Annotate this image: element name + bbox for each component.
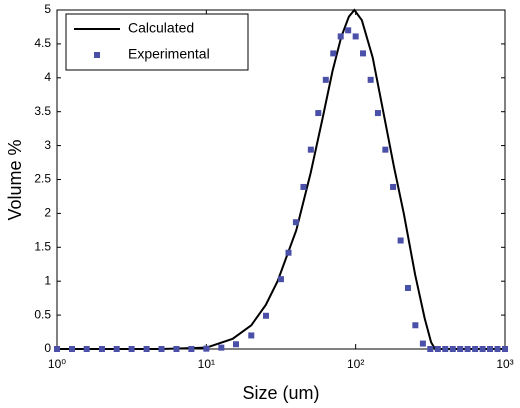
data-point	[487, 346, 494, 352]
data-point	[300, 183, 307, 190]
y-tick-label: 1.5	[34, 239, 51, 253]
y-tick-label: 0.5	[34, 307, 51, 321]
data-point	[412, 322, 419, 329]
data-point	[248, 332, 255, 339]
data-point	[457, 346, 464, 352]
data-point	[337, 33, 344, 40]
data-point	[472, 346, 479, 352]
y-tick-label: 3	[44, 138, 51, 152]
data-point	[390, 183, 397, 190]
data-point	[464, 346, 471, 352]
data-point	[427, 346, 434, 352]
x-tick-label: 10⁰	[48, 357, 66, 371]
data-point	[98, 346, 105, 352]
data-point	[367, 76, 374, 83]
data-point	[285, 249, 292, 256]
y-tick-label: 2	[44, 206, 51, 220]
data-point	[188, 346, 195, 352]
y-tick-label: 4.5	[34, 36, 51, 50]
data-point	[203, 345, 210, 352]
data-point	[68, 346, 75, 352]
data-point	[404, 284, 411, 291]
data-point	[374, 110, 381, 117]
data-point	[173, 346, 180, 352]
data-point	[479, 346, 486, 352]
data-point	[263, 312, 270, 319]
legend-box	[65, 13, 249, 71]
data-point	[218, 344, 225, 351]
legend-label: Experimental	[128, 46, 210, 62]
data-point	[158, 346, 165, 352]
x-axis-label: Size (um)	[242, 383, 319, 403]
x-tick-label: 10¹	[198, 357, 215, 371]
legend-label: Calculated	[128, 20, 194, 36]
data-point	[494, 346, 501, 352]
y-tick-label: 4	[44, 70, 51, 84]
data-point	[113, 346, 120, 352]
legend-marker	[94, 52, 100, 58]
y-tick-label: 0	[44, 341, 51, 355]
data-point	[315, 110, 322, 117]
y-axis-label: Volume %	[5, 139, 25, 220]
data-point	[232, 341, 239, 348]
data-point	[352, 33, 359, 40]
y-tick-label: 1	[44, 273, 51, 287]
data-point	[322, 76, 329, 83]
data-point	[143, 346, 150, 352]
x-tick-label: 10²	[347, 357, 364, 371]
data-point	[397, 237, 404, 244]
data-point	[345, 27, 352, 34]
data-point	[434, 346, 441, 352]
data-point	[83, 346, 90, 352]
data-point	[382, 146, 389, 153]
y-tick-label: 2.5	[34, 172, 51, 186]
data-point	[360, 50, 367, 57]
data-line	[57, 8, 505, 350]
data-point	[502, 346, 508, 352]
data-point	[128, 346, 135, 352]
data-point	[330, 50, 337, 57]
data-point	[419, 340, 426, 347]
data-point	[54, 346, 60, 352]
data-point	[277, 276, 284, 283]
data-point	[442, 346, 449, 352]
y-tick-label: 3.5	[34, 104, 51, 118]
data-point	[449, 346, 456, 352]
data-point	[307, 146, 314, 153]
y-tick-label: 5	[44, 2, 51, 16]
data-point	[292, 219, 299, 226]
x-tick-label: 10³	[496, 357, 513, 371]
